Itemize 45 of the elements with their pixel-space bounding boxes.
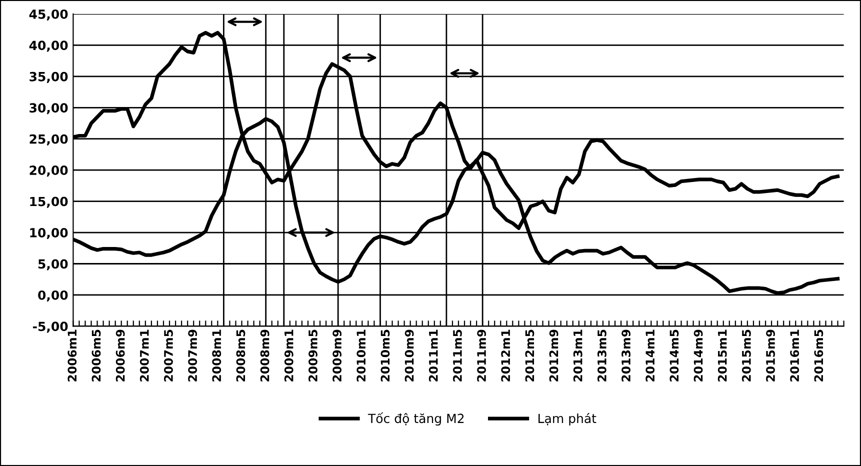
y-tick-label: 40,00 [29, 40, 68, 52]
x-tick-label: 2009m9 [332, 330, 342, 382]
x-tick-label: 2010m1 [356, 330, 366, 382]
x-tick-label: 2014m9 [694, 330, 703, 382]
x-tick-label: 2016m5 [814, 330, 824, 382]
x-tick-label: 2006m9 [116, 330, 125, 382]
legend-label: Lạm phát [538, 412, 596, 426]
y-tick-label: 0,00 [38, 290, 68, 302]
y-tick-label: 25,00 [30, 134, 68, 146]
x-tick-label: 2012m5 [525, 330, 534, 382]
x-tick-label: 2015m9 [766, 330, 775, 382]
x-tick-label: 2012m1 [501, 330, 510, 382]
x-tick-label: 2008m9 [260, 330, 270, 382]
x-tick-label: 2014m1 [646, 330, 655, 382]
x-tick-label: 2013m1 [573, 330, 582, 382]
x-tick-label: 2015m5 [742, 330, 751, 382]
y-tick-label: 35,00 [30, 72, 68, 83]
y-tick-label: -5,00 [32, 322, 68, 333]
x-tick-label: 2007m5 [164, 330, 173, 382]
y-tick-label: 45,00 [29, 9, 68, 21]
x-tick-label: 2010m5 [380, 330, 390, 382]
x-tick-label: 2011m5 [452, 330, 462, 382]
x-tick-label: 2013m9 [622, 330, 630, 382]
x-tick-label: 2009m5 [308, 330, 318, 382]
y-tick-label: 15,00 [30, 196, 68, 208]
x-tick-label: 2006m1 [68, 330, 77, 382]
x-tick-label: 2016m1 [790, 330, 800, 382]
x-tick-label: 2008m1 [212, 330, 222, 382]
x-tick-label: 2007m9 [188, 330, 198, 382]
x-tick-label: 2012m9 [549, 330, 558, 382]
x-tick-label: 2011m1 [428, 330, 438, 382]
y-tick-label: 20,00 [30, 166, 68, 177]
x-tick-label: 2006m5 [92, 330, 101, 382]
x-tick-label: 2009m1 [284, 330, 294, 382]
x-tick-label: 2014m5 [670, 330, 679, 382]
x-tick-label: 2013m5 [597, 330, 606, 382]
y-tick-label: 10,00 [30, 228, 68, 240]
legend-label: Tốc độ tăng M2 [368, 412, 464, 426]
x-tick-label: 2008m5 [236, 330, 246, 382]
x-tick-label: 2015m1 [718, 330, 727, 382]
y-tick-label: 30,00 [30, 103, 68, 114]
y-tick-label: 5,00 [38, 259, 68, 270]
x-tick-label: 2010m9 [404, 330, 414, 382]
x-tick-label: 2007m1 [140, 330, 149, 382]
x-tick-label: 2011m9 [477, 330, 486, 382]
